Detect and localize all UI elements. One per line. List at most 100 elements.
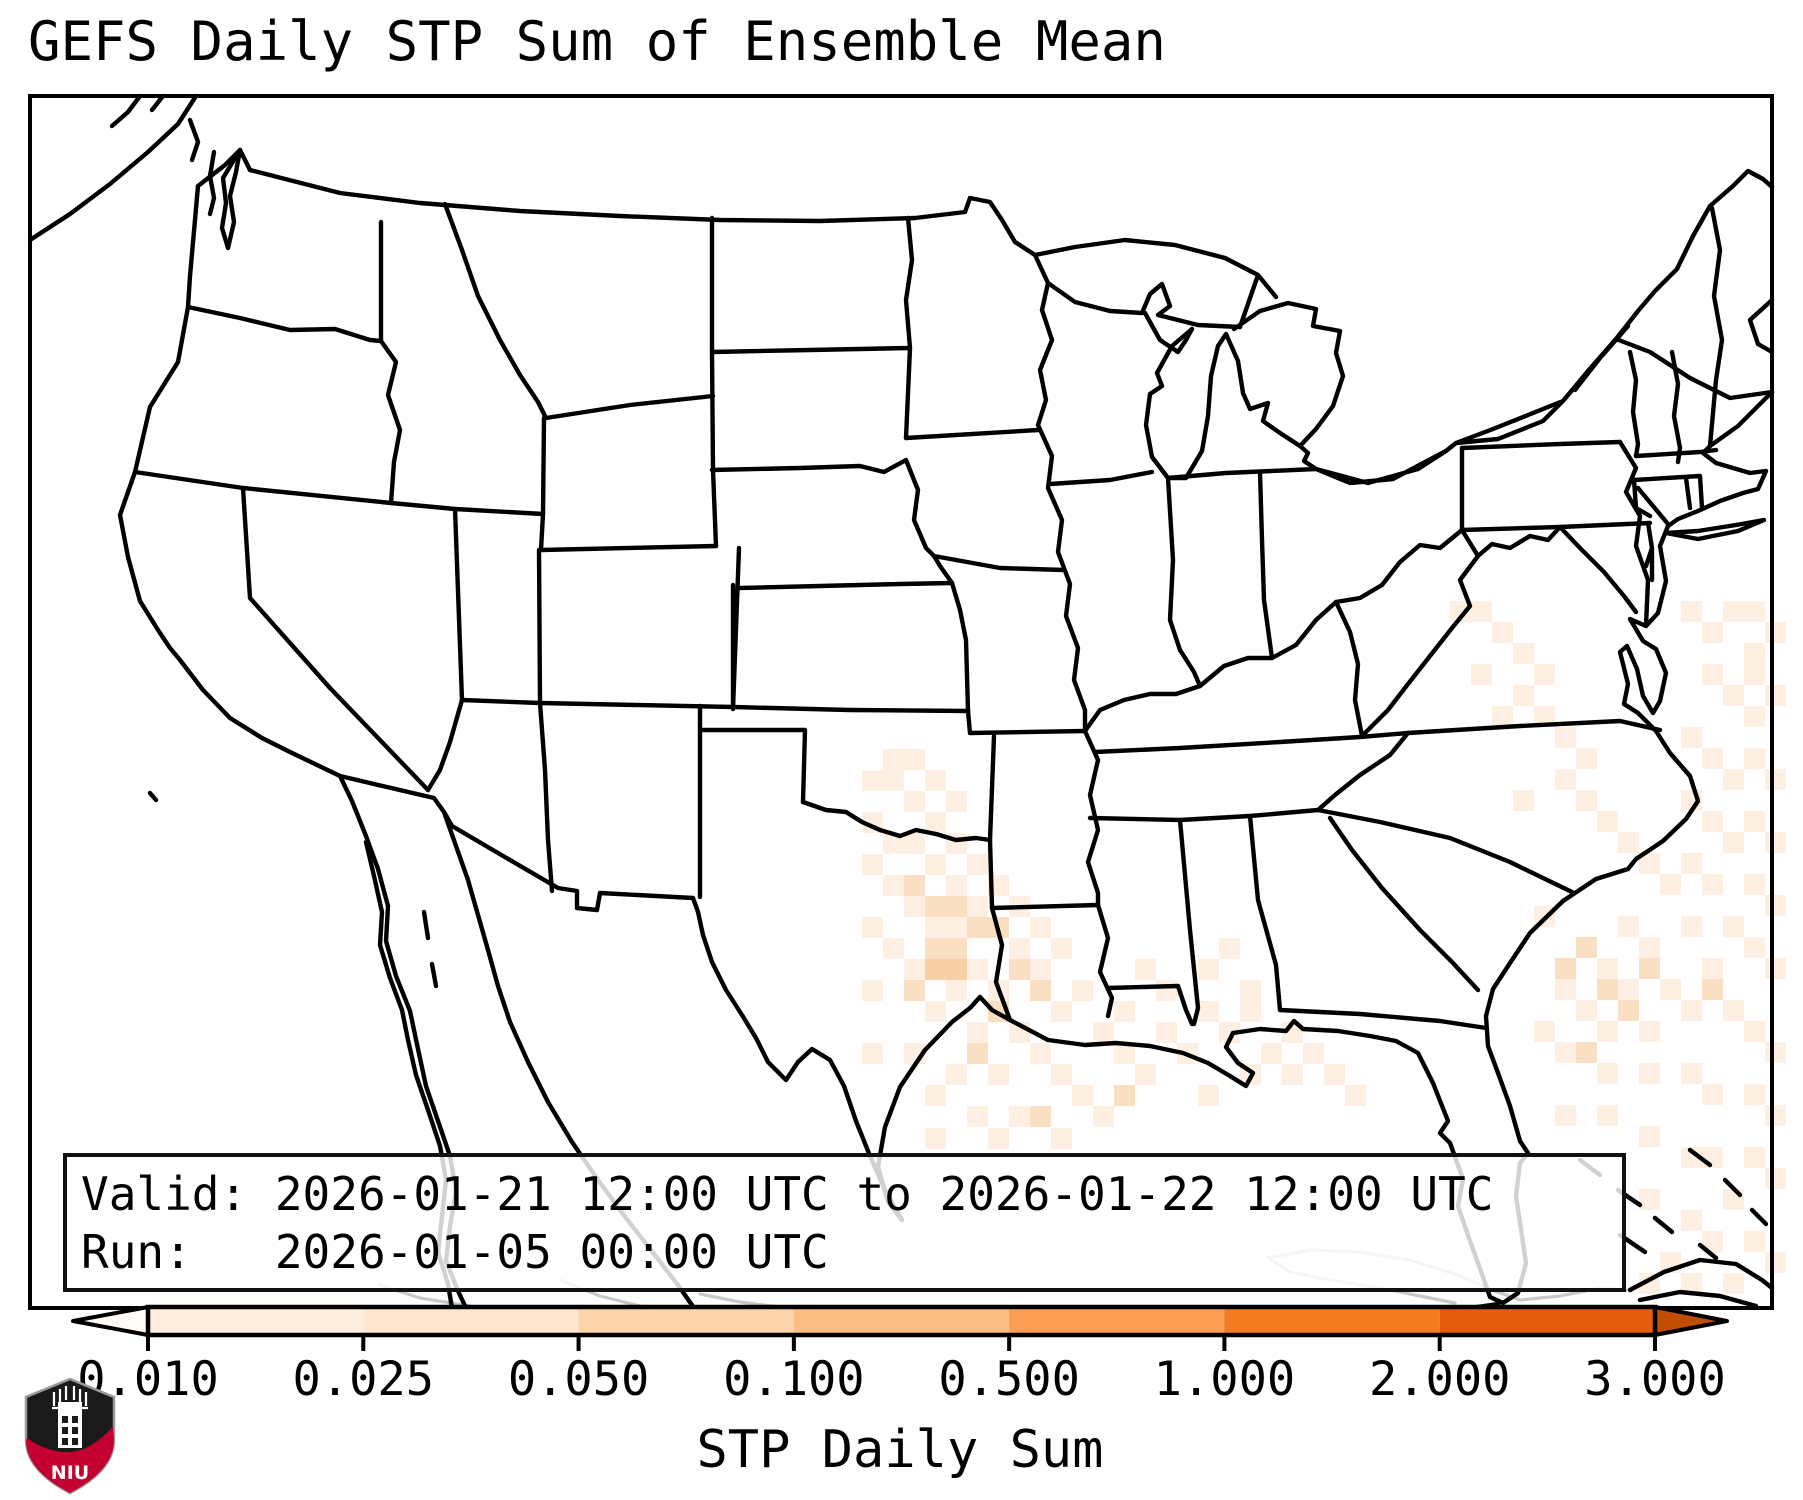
stp-cell [1576,937,1597,958]
stp-cell [1597,811,1618,832]
stp-cell [1702,811,1723,832]
stp-cell [1135,1064,1156,1085]
stp-cell [1009,1106,1030,1127]
stp-cell [925,917,946,938]
colorbar-tick-label: 3.000 [1584,1352,1726,1407]
stp-cell [1513,643,1534,664]
stp-cell [1702,958,1723,979]
stp-cell [1513,790,1534,811]
map-frame [28,94,1774,1310]
valid-time-text: Valid: 2026-01-21 12:00 UTC to 2026-01-2… [81,1167,1494,1221]
stp-cell [1555,727,1576,748]
stp-cell [904,896,925,917]
stp-cell [1240,1001,1261,1022]
stp-cell [1576,790,1597,811]
colorbar-over-arrow [1653,1305,1729,1337]
stp-cell [1093,1022,1114,1043]
stp-cell [946,980,967,1001]
stp-cell [1156,980,1177,1001]
stp-cell [1597,958,1618,979]
colorbar-outline [145,1304,1658,1338]
stp-cell [1744,664,1765,685]
stp-cell [1030,959,1051,980]
stp-cell [1051,1064,1072,1085]
stp-cell [904,833,925,854]
stp-cell [988,1128,1009,1149]
colorbar-segment [1224,1307,1440,1335]
stp-cell [1555,1042,1576,1063]
colorbar-tick-label: 0.100 [723,1352,865,1407]
stp-cell [967,1043,988,1064]
stp-cell [967,854,988,875]
stp-cell [1702,1147,1723,1168]
stp-cell [862,1043,883,1064]
stp-cell [1555,769,1576,790]
stp-cell [1597,1021,1618,1042]
stp-cell [1681,1147,1702,1168]
run-time-text: Run: 2026-01-05 00:00 UTC [81,1225,829,1279]
niu-logo-text: NIU [51,1462,89,1484]
validity-info-box: Valid: 2026-01-21 12:00 UTC to 2026-01-2… [63,1153,1626,1292]
colorbar-segment [578,1307,794,1335]
stp-cell [1198,959,1219,980]
stp-cell [1639,1021,1660,1042]
stp-cell [1744,748,1765,769]
stp-cell [1681,601,1702,622]
stp-cell [904,749,925,770]
stp-cell [1534,706,1555,727]
stp-cell [1555,1105,1576,1126]
stp-cell [946,896,967,917]
stp-cell [862,917,883,938]
stp-cell [1702,664,1723,685]
stp-cell [1639,937,1660,958]
stp-cell [1492,622,1513,643]
stp-cell [1702,979,1723,1000]
stp-cell [1555,958,1576,979]
stp-cell [1072,1085,1093,1106]
stp-cell [1009,959,1030,980]
stp-cell [1219,1022,1240,1043]
colorbar-segment [363,1307,579,1335]
stp-cell [967,959,988,980]
stp-cell [1702,1084,1723,1105]
niu-shield-red-swoosh [26,1426,114,1493]
stp-shading-cells [862,601,1786,1294]
stp-cell [1723,769,1744,790]
stp-cell [1744,1147,1765,1168]
stp-cell [967,917,988,938]
stp-cell [1597,1063,1618,1084]
stp-cell [1219,938,1240,959]
stp-cell [1471,601,1492,622]
stp-cell [1765,1105,1786,1126]
stp-cell [925,1128,946,1149]
stp-cell [1051,1001,1072,1022]
stp-cell [1765,1168,1786,1189]
stp-cell [1303,1043,1324,1064]
stp-cell [1765,958,1786,979]
stp-cell [1681,1273,1702,1294]
stp-cell [925,896,946,917]
stp-cell [1723,601,1744,622]
stp-cell [946,917,967,938]
stp-cell [1639,1126,1660,1147]
stp-cell [946,1064,967,1085]
colorbar-axis-label: STP Daily Sum [696,1420,1104,1480]
stp-cell [925,1085,946,1106]
stp-cell [1261,1043,1282,1064]
stp-cell [1639,853,1660,874]
stp-cell [946,938,967,959]
stp-cell [1240,980,1261,1001]
colorbar-tick-label: 0.500 [938,1352,1080,1407]
stp-cell [1744,706,1765,727]
stp-cell [1576,1042,1597,1063]
stp-cell [904,791,925,812]
stp-cell [904,875,925,896]
stp-cell [988,1064,1009,1085]
stp-cell [1051,1128,1072,1149]
stp-cell [1345,1085,1366,1106]
stp-cell [1156,1022,1177,1043]
stp-cell [1723,832,1744,853]
stp-cell [1618,916,1639,937]
